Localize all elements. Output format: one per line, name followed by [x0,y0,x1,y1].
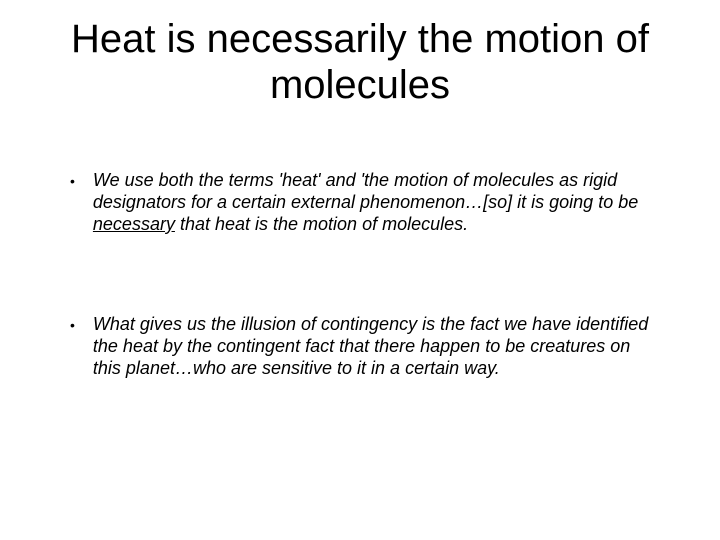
bullet-marker: • [70,314,75,336]
slide-title: Heat is necessarily the motion of molecu… [40,16,680,108]
slide-body: • We use both the terms 'heat' and 'the … [40,170,680,380]
list-item: • What gives us the illusion of continge… [70,314,650,380]
bullet-text: We use both the terms 'heat' and 'the mo… [93,170,650,236]
bullet-underlined: necessary [93,214,175,234]
bullet-pre: What gives us the illusion of contingenc… [93,314,648,378]
bullet-text: What gives us the illusion of contingenc… [93,314,650,380]
bullet-pre: We use both the terms 'heat' and 'the mo… [93,170,638,212]
bullet-marker: • [70,170,75,192]
list-item: • We use both the terms 'heat' and 'the … [70,170,650,236]
bullet-post: that heat is the motion of molecules. [175,214,468,234]
slide: Heat is necessarily the motion of molecu… [0,0,720,540]
bullet-list: • We use both the terms 'heat' and 'the … [70,170,650,380]
